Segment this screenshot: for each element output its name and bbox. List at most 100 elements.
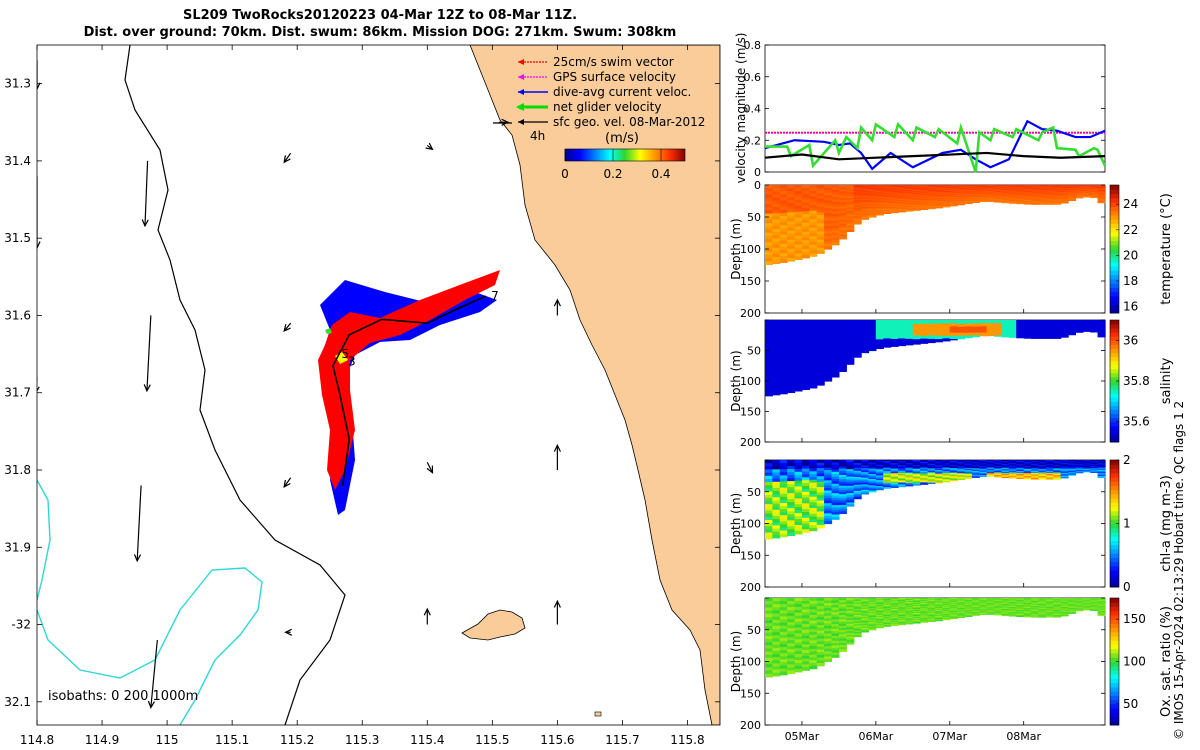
section-cell bbox=[890, 613, 899, 616]
section-cell bbox=[979, 200, 988, 203]
section-cell bbox=[986, 334, 995, 337]
section-cell bbox=[875, 486, 884, 488]
section-cell bbox=[905, 190, 914, 192]
section-cell bbox=[1097, 199, 1106, 202]
section-cell bbox=[831, 185, 840, 188]
velocity-y-tick: 0.8 bbox=[744, 39, 762, 52]
section-cell bbox=[949, 605, 958, 607]
section-cell bbox=[1031, 461, 1040, 463]
section-cell bbox=[1038, 598, 1047, 600]
section-cell bbox=[809, 646, 818, 650]
section-cell bbox=[838, 354, 847, 358]
section-cell bbox=[831, 621, 840, 625]
section-cell bbox=[1023, 465, 1032, 467]
section-cell bbox=[794, 530, 803, 535]
section-cell bbox=[949, 465, 958, 468]
section-cell bbox=[927, 612, 936, 615]
section-cell bbox=[883, 339, 892, 342]
velocity-ylabel: velocity magnitude (m/s) bbox=[734, 33, 748, 184]
section-cell bbox=[890, 476, 899, 479]
section-cell bbox=[861, 208, 870, 211]
section-cell bbox=[772, 466, 781, 470]
section-cell bbox=[912, 464, 921, 466]
section-cell bbox=[765, 632, 773, 637]
section-cell bbox=[1060, 324, 1069, 326]
section-cell bbox=[1016, 604, 1025, 606]
section-cell bbox=[994, 334, 1003, 337]
section-cell bbox=[957, 605, 966, 607]
section-cell bbox=[861, 343, 870, 346]
section-cell bbox=[898, 324, 907, 326]
section-cell bbox=[935, 606, 943, 608]
section-cell bbox=[935, 322, 943, 325]
section-cell bbox=[935, 340, 943, 343]
section-cell bbox=[787, 372, 796, 376]
section-cell bbox=[1023, 461, 1032, 463]
section-cell bbox=[838, 361, 847, 364]
section-cell bbox=[1097, 332, 1106, 334]
section-cell bbox=[1031, 472, 1040, 475]
section-cell bbox=[927, 620, 936, 623]
section-cell bbox=[779, 253, 788, 257]
section-cell bbox=[1060, 613, 1069, 615]
section-cell bbox=[831, 628, 840, 632]
section-cell bbox=[838, 223, 847, 227]
section-cell bbox=[838, 640, 847, 644]
section-cell bbox=[905, 608, 914, 610]
section-cell bbox=[920, 338, 929, 341]
section-cell bbox=[1038, 202, 1047, 205]
section-cell bbox=[927, 460, 936, 462]
section-cell bbox=[942, 479, 951, 482]
section-cell bbox=[787, 631, 796, 635]
section-cell bbox=[861, 616, 870, 619]
section-cell bbox=[779, 215, 788, 220]
section-cell bbox=[942, 205, 951, 208]
section-cell bbox=[1053, 601, 1062, 603]
section-cell bbox=[971, 197, 980, 199]
section-cell bbox=[942, 334, 951, 336]
section-cell bbox=[846, 353, 855, 356]
section-cell bbox=[779, 469, 788, 473]
section-cell bbox=[890, 481, 899, 484]
section-cell bbox=[868, 321, 877, 324]
section-cell bbox=[1008, 462, 1017, 465]
section-cell bbox=[1038, 471, 1047, 473]
section-cell bbox=[868, 322, 877, 325]
section-cell bbox=[979, 195, 988, 197]
section-cell bbox=[942, 480, 951, 483]
section-cell bbox=[868, 473, 877, 476]
section-cell bbox=[772, 463, 781, 467]
section-cell bbox=[994, 324, 1003, 326]
section-cell bbox=[1097, 324, 1106, 326]
section-cell bbox=[942, 324, 951, 327]
section-cell bbox=[765, 657, 773, 662]
section-cell bbox=[809, 185, 818, 189]
section-cell bbox=[1016, 185, 1025, 187]
section-cell bbox=[1023, 603, 1032, 605]
section-cell bbox=[787, 360, 796, 365]
section-cell bbox=[809, 462, 818, 467]
section-cell bbox=[920, 337, 929, 340]
section-cell bbox=[853, 598, 862, 601]
section-cell bbox=[809, 508, 818, 512]
section-cell bbox=[838, 189, 847, 193]
section-cell bbox=[787, 200, 796, 204]
section-cell bbox=[861, 186, 870, 189]
section-cell bbox=[765, 235, 773, 240]
section-cell bbox=[1053, 606, 1062, 608]
section-cell bbox=[868, 201, 877, 204]
section-cell bbox=[875, 212, 884, 215]
section-cell bbox=[1053, 467, 1062, 469]
section-cell bbox=[1097, 464, 1106, 466]
section-cell bbox=[838, 215, 847, 218]
section-cell bbox=[920, 329, 929, 331]
section-cell bbox=[809, 654, 818, 658]
section-cell bbox=[986, 188, 995, 190]
section-cell bbox=[801, 199, 810, 204]
section-cell bbox=[787, 334, 796, 338]
section-cell bbox=[964, 603, 973, 605]
section-cell bbox=[920, 462, 929, 465]
section-cell bbox=[964, 185, 973, 188]
section-cell bbox=[971, 329, 980, 331]
section-cell bbox=[986, 331, 995, 333]
